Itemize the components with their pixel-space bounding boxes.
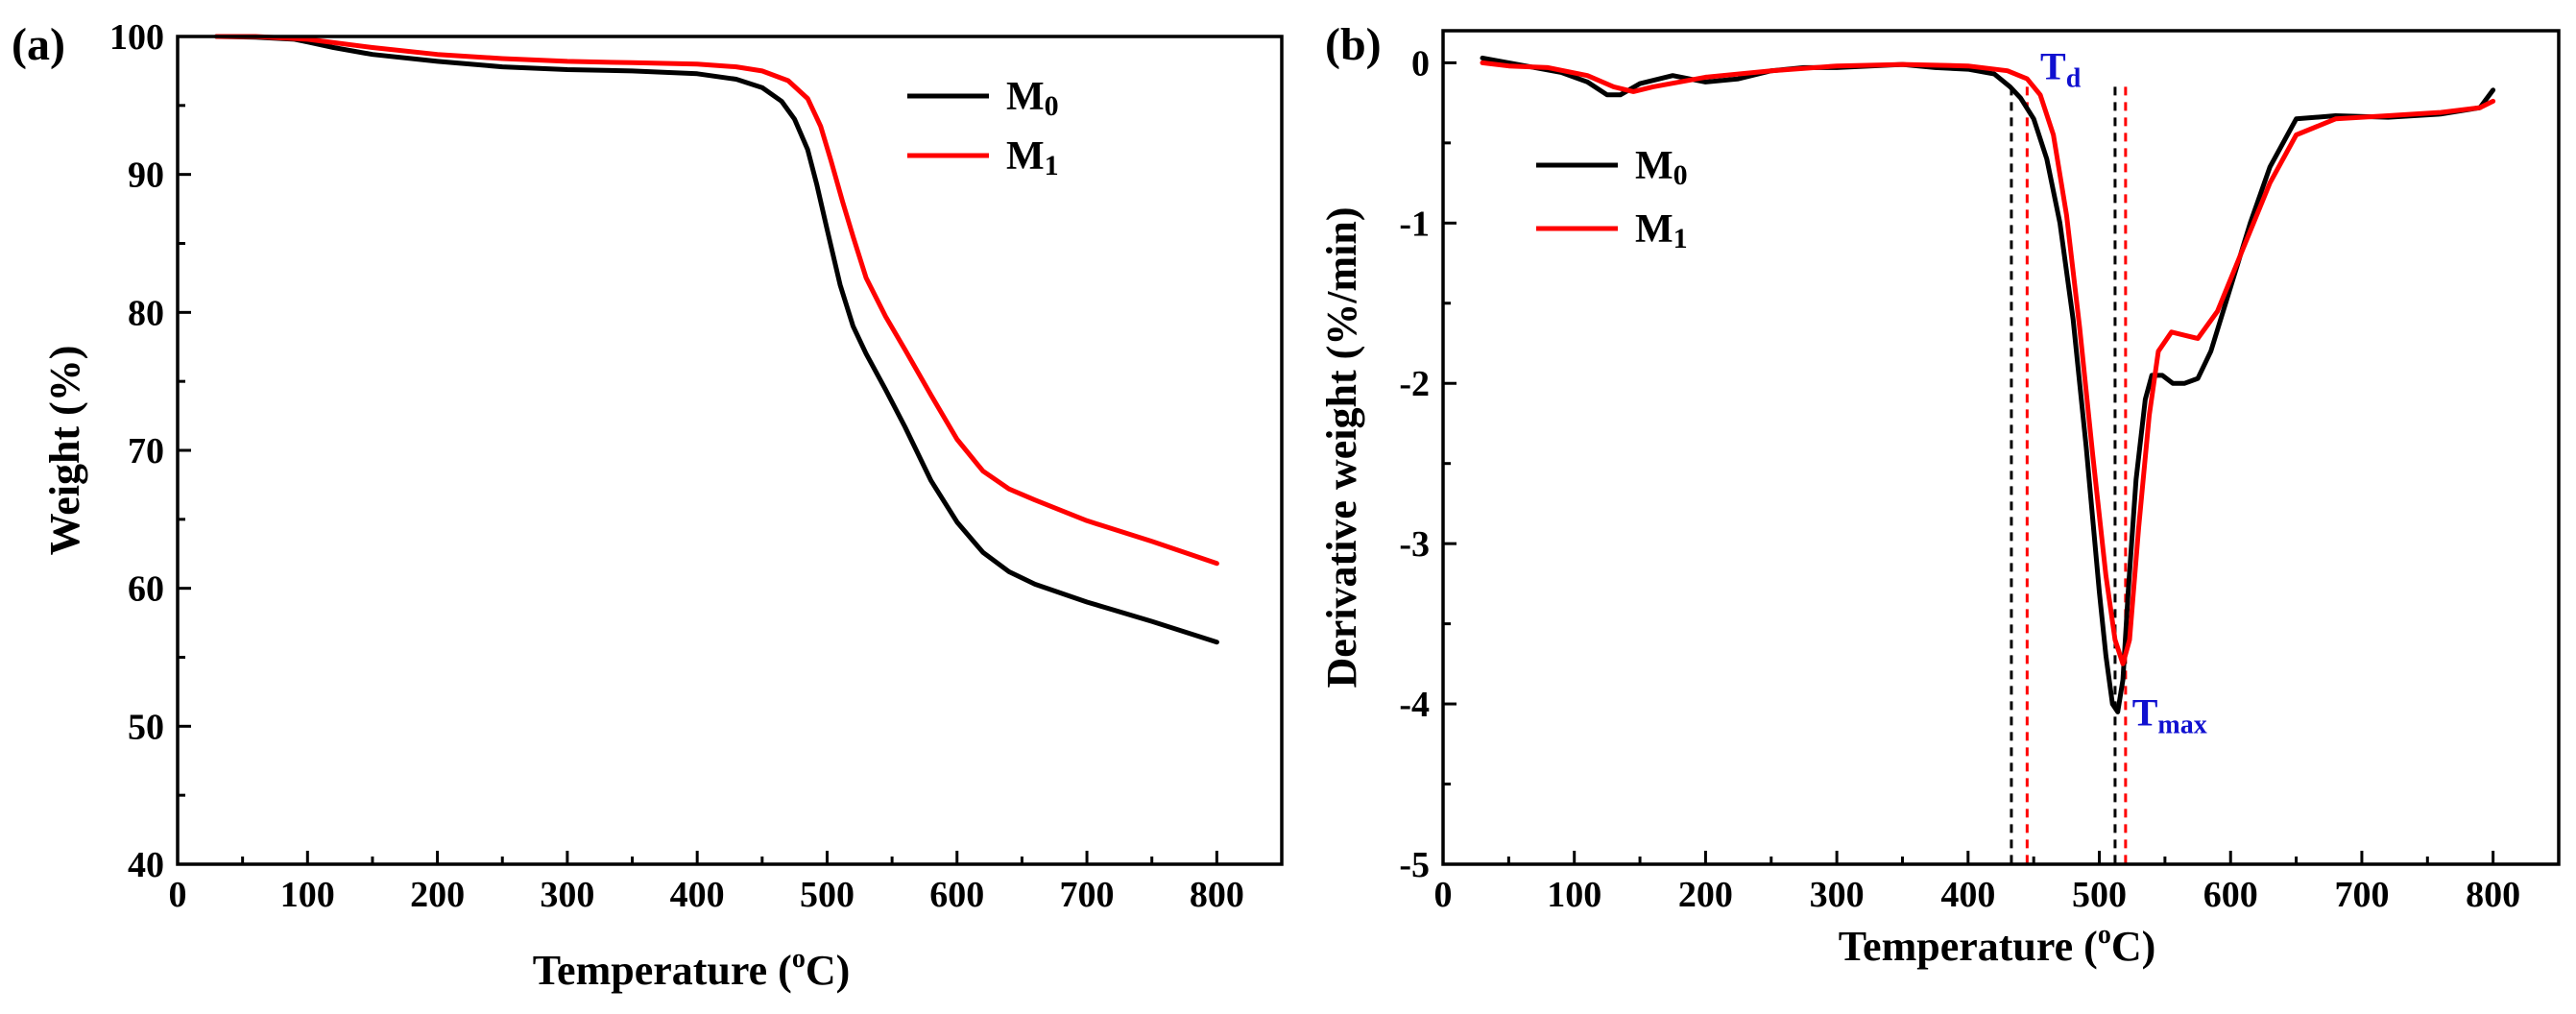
legend-a-m1-label: M1 [1006, 134, 1059, 181]
panel-b-xtick-label: 300 [1810, 875, 1865, 915]
panel-b-xtick-label: 400 [1940, 875, 1995, 915]
panel-a-ylabel: Weight (%) [41, 346, 88, 556]
panel-a-xtick-label: 400 [670, 875, 725, 915]
panel-b-xtick-label: 600 [2203, 875, 2258, 915]
panel-a-xtick-label: 100 [280, 875, 335, 915]
annotation-Td: Td [2040, 45, 2082, 94]
panel-b-ytick-label: 0 [1411, 43, 1430, 84]
panel-a-ytick-label: 90 [128, 156, 164, 196]
panel-b-series-M1-line [1480, 60, 2496, 666]
panel-a-xlabel: Temperature (oC) [533, 944, 851, 994]
annotation-Td-sub: d [2066, 64, 2082, 94]
panel-a-ytick-label: 60 [128, 569, 164, 610]
panel-a-series-M1-line [214, 34, 1219, 567]
panel-b-xtick-label: 500 [2072, 875, 2127, 915]
panel-a-ytick-label: 70 [128, 431, 164, 471]
panel-b-frame [1441, 29, 2561, 866]
panel-a-label: (a) [12, 19, 65, 70]
panel-a-xtick-label: 600 [929, 875, 984, 915]
panel-b-xtick-label: 0 [1434, 875, 1453, 915]
panel-a-series-M0-line [214, 34, 1219, 645]
panel-a-ytick-label: 80 [128, 293, 164, 333]
panel-a-xtick-label: 700 [1060, 875, 1115, 915]
panel-b-xlabel-main: Temperature ( [1839, 923, 2098, 970]
panel-b-xlabel-sup: o [2098, 920, 2111, 950]
legend-b-m1-name: M [1635, 207, 1673, 252]
legend-a-m0-sub: 0 [1045, 90, 1059, 122]
legend-a-m0-name: M [1006, 75, 1045, 119]
panel-a-xtick-label: 500 [800, 875, 855, 915]
panel-b-xtick-label: 800 [2466, 875, 2520, 915]
panel-b-xtick-label: 200 [1678, 875, 1733, 915]
legend-b-m1-label: M1 [1635, 207, 1688, 254]
panel-a-xtick-label: 300 [540, 875, 594, 915]
panel-a-xtick-label: 800 [1190, 875, 1244, 915]
panel-b-xlabel: Temperature (oC) [1839, 920, 2156, 970]
legend-b-m0-label: M0 [1635, 144, 1688, 191]
panel-b-ytick-label: -1 [1399, 204, 1430, 244]
panel-a-legend: M0 M1 [907, 75, 1059, 181]
panel-b-ytick-label: -2 [1399, 364, 1430, 404]
panel-b-ytick-label: -3 [1399, 524, 1430, 565]
panel-a-xlabel-main: Temperature ( [533, 947, 792, 994]
annotation-Tmax-main: T [2132, 690, 2158, 734]
panel-a-xtick-label: 0 [169, 875, 187, 915]
panel-a-xlabel-end: C) [806, 947, 850, 994]
panel-b-ylabel: Derivative weight (%/min) [1318, 207, 1365, 688]
legend-a-m0-label: M0 [1006, 75, 1059, 122]
legend-a-m1-name: M [1006, 134, 1045, 179]
annotation-Td-main: T [2040, 45, 2066, 88]
panel-b-legend: M0 M1 [1536, 144, 1688, 254]
panel-a-frame [176, 35, 1284, 866]
panel-b-ytick-label: -5 [1399, 845, 1430, 885]
panel-a: (a) 0 100 200 300 400 500 600 700 800 40 50 60 70 80 9… [12, 17, 1284, 994]
annotation-Tmax: Tmax [2132, 690, 2207, 739]
panel-a-ytick-label: 50 [128, 707, 164, 747]
legend-a-m1-sub: 1 [1045, 150, 1059, 181]
legend-b-m0-name: M [1635, 144, 1673, 188]
panel-b-xtick-label: 100 [1547, 875, 1601, 915]
panel-b-ytick-label: -4 [1399, 685, 1430, 725]
panel-b-xtick-label: 700 [2334, 875, 2389, 915]
panel-a-xlabel-sup: o [792, 944, 806, 974]
panel-b: (b) 0 100 200 300 400 500 600 700 800 -5 -4 -3 -2 -1 0… [1318, 19, 2561, 970]
annotation-Tmax-sub: max [2157, 710, 2206, 739]
panel-a-ytick-label: 100 [109, 17, 164, 58]
panel-b-series-M0-line [1480, 55, 2496, 714]
panel-a-xtick-label: 200 [410, 875, 465, 915]
panel-b-xlabel-end: C) [2111, 923, 2155, 970]
panel-b-label: (b) [1325, 19, 1382, 70]
legend-b-m1-sub: 1 [1673, 223, 1688, 254]
panel-a-ytick-label: 40 [128, 845, 164, 885]
legend-b-m0-sub: 0 [1673, 159, 1688, 191]
